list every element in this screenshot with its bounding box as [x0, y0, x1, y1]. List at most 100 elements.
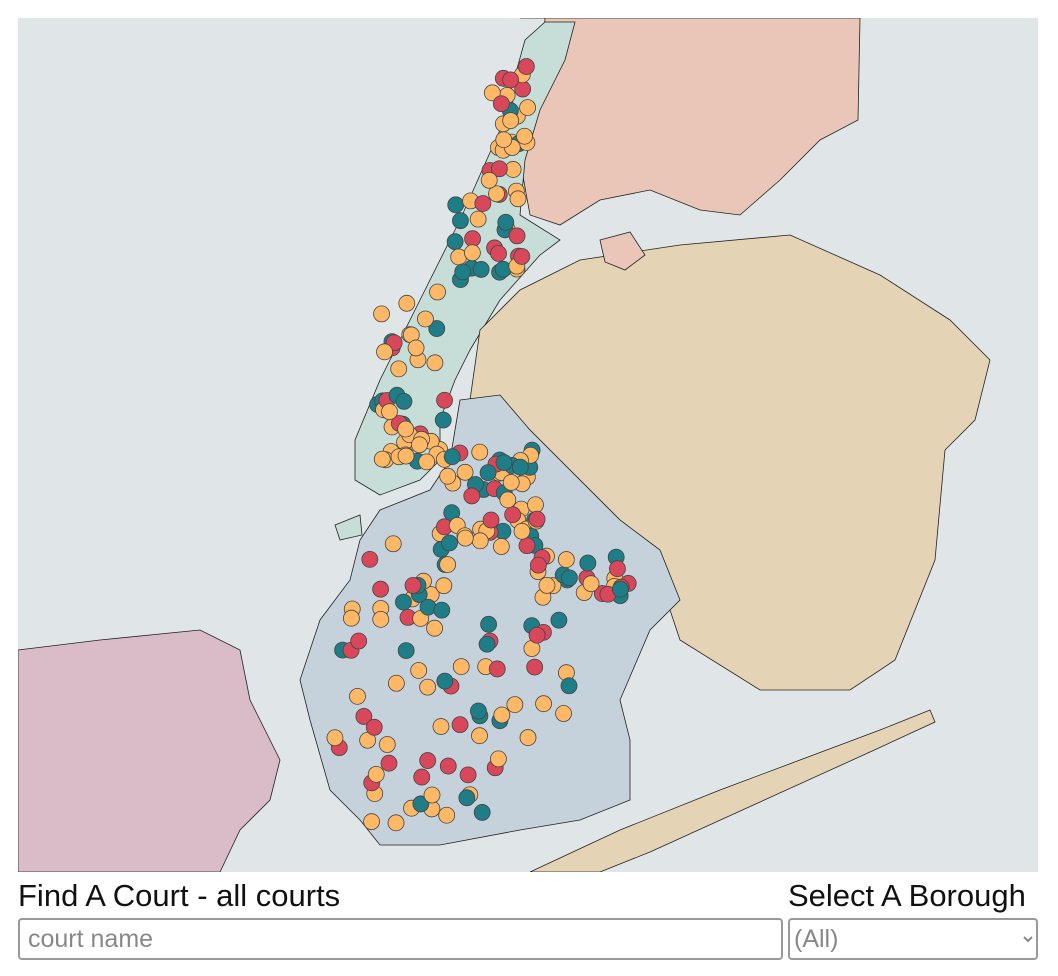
court-marker[interactable]	[557, 551, 575, 568]
court-marker[interactable]	[384, 535, 402, 553]
court-marker[interactable]	[527, 496, 544, 514]
court-marker[interactable]	[464, 230, 481, 248]
court-marker[interactable]	[529, 556, 547, 574]
court-marker[interactable]	[504, 506, 522, 524]
court-marker[interactable]	[502, 112, 520, 129]
court-marker[interactable]	[411, 436, 428, 454]
court-marker[interactable]	[528, 510, 546, 528]
court-marker[interactable]	[426, 619, 443, 637]
court-marker[interactable]	[387, 814, 405, 832]
court-marker[interactable]	[443, 448, 461, 466]
court-marker[interactable]	[492, 95, 510, 113]
court-marker[interactable]	[397, 447, 415, 465]
court-marker[interactable]	[398, 294, 416, 312]
court-marker[interactable]	[451, 716, 469, 734]
court-marker[interactable]	[471, 727, 488, 745]
court-marker[interactable]	[497, 213, 515, 231]
court-marker[interactable]	[518, 537, 536, 555]
court-marker[interactable]	[387, 674, 405, 692]
court-marker[interactable]	[432, 718, 450, 735]
court-marker[interactable]	[419, 678, 437, 696]
court-marker[interactable]	[508, 227, 526, 245]
court-marker[interactable]	[441, 534, 458, 552]
court-marker[interactable]	[495, 131, 513, 149]
court-marker[interactable]	[560, 569, 578, 587]
court-marker[interactable]	[490, 160, 508, 178]
court-marker[interactable]	[434, 411, 452, 429]
court-marker[interactable]	[456, 529, 474, 547]
court-marker[interactable]	[426, 354, 444, 372]
court-marker[interactable]	[555, 705, 572, 722]
court-marker[interactable]	[513, 248, 531, 265]
borough-select[interactable]: (All)	[788, 918, 1038, 960]
court-marker[interactable]	[609, 560, 626, 578]
court-marker[interactable]	[560, 677, 578, 695]
court-marker[interactable]	[326, 729, 344, 747]
court-marker[interactable]	[452, 658, 470, 675]
court-marker[interactable]	[502, 71, 519, 89]
court-marker[interactable]	[439, 556, 457, 574]
court-marker[interactable]	[519, 99, 536, 117]
court-marker[interactable]	[373, 305, 390, 323]
court-marker[interactable]	[428, 320, 446, 337]
court-marker[interactable]	[395, 392, 413, 410]
court-marker[interactable]	[361, 550, 379, 568]
court-marker[interactable]	[407, 339, 425, 357]
court-marker[interactable]	[417, 310, 434, 328]
court-marker[interactable]	[535, 695, 552, 713]
court-marker[interactable]	[483, 84, 501, 102]
court-marker[interactable]	[372, 580, 390, 598]
court-marker[interactable]	[419, 598, 437, 616]
court-marker[interactable]	[509, 190, 527, 208]
court-marker[interactable]	[494, 260, 512, 278]
court-marker[interactable]	[459, 766, 477, 784]
court-marker[interactable]	[381, 403, 398, 421]
court-marker[interactable]	[513, 522, 531, 540]
court-marker[interactable]	[363, 813, 380, 831]
court-marker[interactable]	[413, 768, 431, 786]
court-marker[interactable]	[452, 212, 469, 230]
court-marker[interactable]	[378, 736, 396, 753]
court-marker[interactable]	[488, 660, 506, 678]
court-marker[interactable]	[365, 718, 383, 736]
court-marker[interactable]	[463, 244, 481, 262]
court-marker[interactable]	[470, 702, 487, 720]
court-marker[interactable]	[349, 687, 366, 705]
court-marker[interactable]	[463, 487, 481, 505]
court-marker[interactable]	[493, 706, 511, 724]
court-marker[interactable]	[343, 609, 360, 627]
court-marker[interactable]	[418, 453, 436, 471]
court-marker[interactable]	[458, 789, 476, 807]
court-marker[interactable]	[471, 532, 489, 550]
court-marker[interactable]	[367, 765, 385, 783]
court-marker[interactable]	[511, 458, 529, 476]
court-marker[interactable]	[446, 233, 464, 251]
court-marker[interactable]	[502, 474, 520, 491]
court-marker[interactable]	[482, 511, 500, 529]
court-marker[interactable]	[469, 210, 487, 228]
court-marker[interactable]	[495, 454, 513, 471]
court-marker[interactable]	[516, 127, 533, 145]
court-marker[interactable]	[376, 343, 393, 361]
court-marker[interactable]	[435, 577, 453, 595]
court-marker[interactable]	[390, 360, 408, 378]
court-marker[interactable]	[436, 672, 454, 690]
court-marker[interactable]	[404, 576, 422, 594]
court-marker[interactable]	[456, 463, 474, 481]
court-marker[interactable]	[419, 752, 437, 769]
court-marker[interactable]	[412, 795, 430, 813]
court-marker[interactable]	[423, 786, 441, 804]
court-marker[interactable]	[490, 245, 507, 262]
court-marker[interactable]	[350, 632, 368, 650]
court-marker[interactable]	[478, 635, 496, 653]
court-marker[interactable]	[447, 196, 465, 214]
court-marker[interactable]	[550, 611, 568, 629]
court-marker[interactable]	[490, 750, 507, 768]
court-marker[interactable]	[471, 443, 489, 461]
court-marker[interactable]	[355, 708, 373, 725]
court-marker[interactable]	[397, 642, 415, 659]
court-marker[interactable]	[373, 450, 391, 468]
court-marker[interactable]	[499, 491, 517, 509]
court-marker[interactable]	[519, 729, 537, 746]
court-marker[interactable]	[526, 658, 544, 676]
